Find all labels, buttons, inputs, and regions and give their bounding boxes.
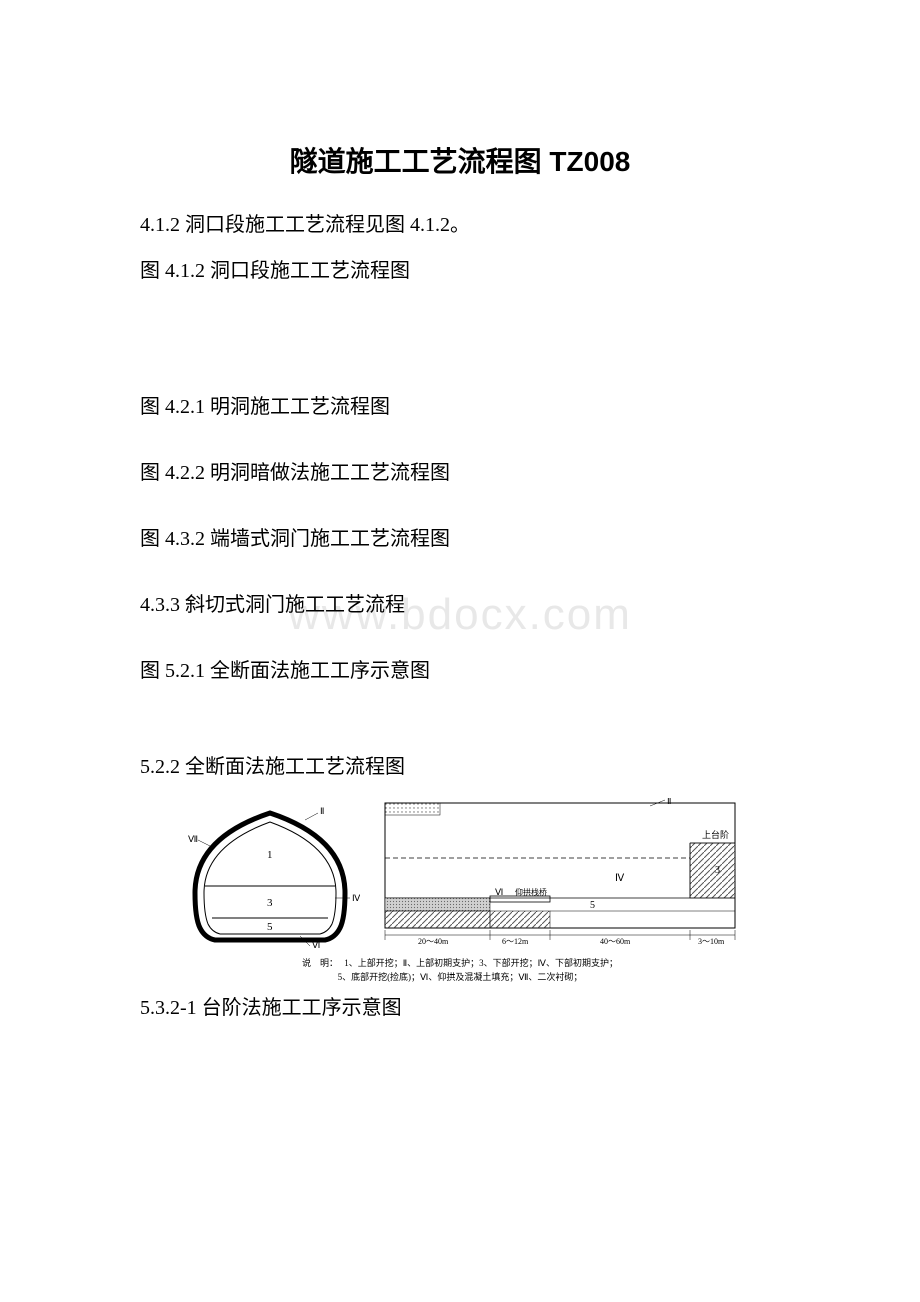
long-num-3: 3 bbox=[715, 865, 720, 876]
spacer bbox=[140, 636, 780, 656]
spacer bbox=[140, 438, 780, 458]
long-label-ii: Ⅱ bbox=[667, 798, 671, 806]
text-line-8: 5.2.2 全断面法施工工艺流程图 bbox=[140, 752, 780, 782]
caption-line2: 5、底部开挖(捡底)；Ⅵ、仰拱及混凝土填充；Ⅶ、二次衬砌； bbox=[338, 972, 583, 982]
diagram-row: Ⅶ Ⅱ Ⅳ Ⅵ 1 3 5 bbox=[180, 798, 740, 948]
dim-2: 6～12m bbox=[502, 937, 529, 946]
long-num-5: 5 bbox=[590, 900, 595, 911]
diagram-caption: 说 明： 1、上部开挖；Ⅱ、上部初期支护；3、下部开挖；Ⅳ、下部初期支护； 5、… bbox=[180, 956, 740, 985]
page-title: 隧道施工工艺流程图 TZ008 bbox=[140, 140, 780, 180]
dim-4: 3～10m bbox=[698, 937, 725, 946]
long-label-iv: Ⅳ bbox=[615, 873, 625, 884]
tunnel-cross-section: Ⅶ Ⅱ Ⅳ Ⅵ 1 3 5 bbox=[180, 798, 360, 948]
label-vii: Ⅶ bbox=[188, 834, 198, 844]
label-iv: Ⅳ bbox=[352, 893, 360, 903]
spacer bbox=[140, 702, 780, 752]
text-line-6: 4.3.3 斜切式洞门施工工艺流程 bbox=[140, 590, 780, 620]
text-line-1: 4.1.2 洞口段施工工艺流程见图 4.1.2。 bbox=[140, 210, 780, 240]
num-5: 5 bbox=[267, 921, 273, 933]
spacer bbox=[140, 570, 780, 590]
text-line-4: 图 4.2.2 明洞暗做法施工工艺流程图 bbox=[140, 458, 780, 488]
spacer bbox=[140, 504, 780, 524]
caption-line1: 1、上部开挖；Ⅱ、上部初期支护；3、下部开挖；Ⅳ、下部初期支护； bbox=[344, 958, 618, 968]
document-content: 隧道施工工艺流程图 TZ008 4.1.2 洞口段施工工艺流程见图 4.1.2。… bbox=[140, 140, 780, 1023]
label-vi: Ⅵ bbox=[312, 940, 320, 948]
long-label-vi: Ⅵ bbox=[495, 887, 503, 897]
longitudinal-section: Ⅱ 上台阶 Ⅳ 3 Ⅵ 仰拱栈桥 5 bbox=[380, 798, 740, 948]
text-line-2: 图 4.1.2 洞口段施工工艺流程图 bbox=[140, 256, 780, 286]
dim-1: 20～40m bbox=[418, 937, 449, 946]
text-line-9: 5.3.2-1 台阶法施工工序示意图 bbox=[140, 993, 780, 1023]
spacer bbox=[140, 302, 780, 392]
text-line-3: 图 4.2.1 明洞施工工艺流程图 bbox=[140, 392, 780, 422]
text-line-7: 图 5.2.1 全断面法施工工序示意图 bbox=[140, 656, 780, 686]
diagram-container: Ⅶ Ⅱ Ⅳ Ⅵ 1 3 5 bbox=[180, 798, 740, 985]
num-1: 1 bbox=[267, 849, 273, 861]
long-label-upper: 上台阶 bbox=[702, 829, 729, 840]
dim-3: 40～60m bbox=[600, 937, 631, 946]
long-label-bridge: 仰拱栈桥 bbox=[515, 887, 547, 897]
text-line-5: 图 4.3.2 端墙式洞门施工工艺流程图 bbox=[140, 524, 780, 554]
caption-title: 说 明： bbox=[302, 956, 338, 970]
label-ii: Ⅱ bbox=[320, 806, 324, 816]
num-3: 3 bbox=[267, 897, 273, 909]
